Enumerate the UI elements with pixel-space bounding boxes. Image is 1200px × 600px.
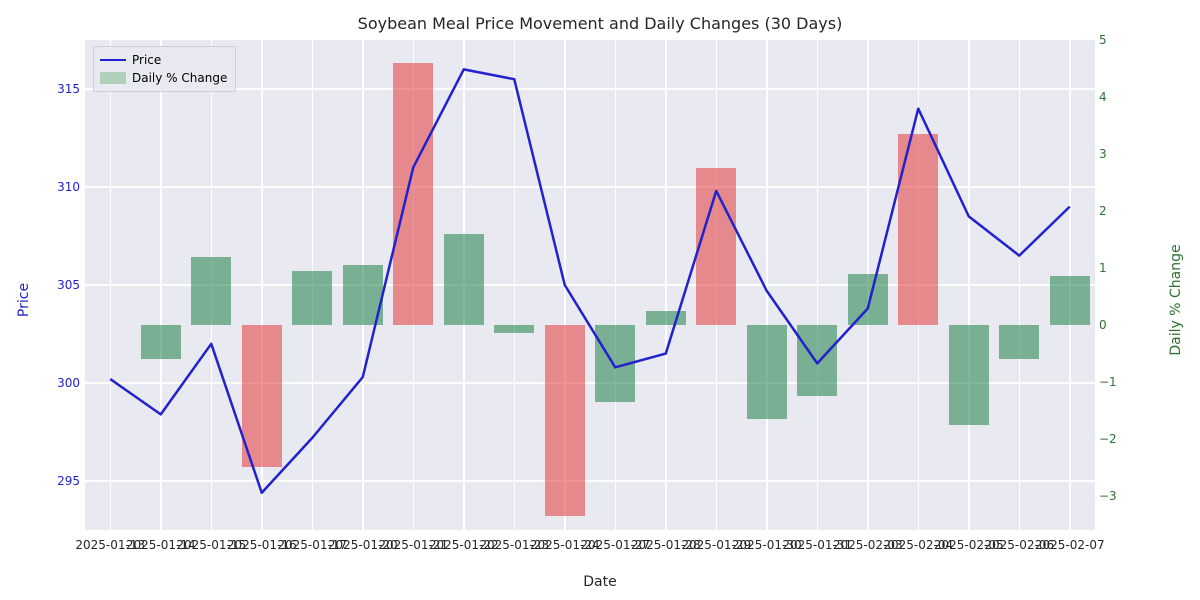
y2-tick-label: 0 <box>1099 318 1133 332</box>
line-layer <box>85 40 1095 530</box>
chart-container: Soybean Meal Price Movement and Daily Ch… <box>0 0 1200 600</box>
legend-swatch-line <box>100 59 126 62</box>
y2-axis-label: Daily % Change <box>1168 244 1184 355</box>
y2-tick-label: 2 <box>1099 204 1133 218</box>
y2-tick-label: −1 <box>1099 375 1133 389</box>
y2-tick-label: 1 <box>1099 261 1133 275</box>
y1-tick-label: 310 <box>40 180 80 194</box>
y1-tick-label: 315 <box>40 82 80 96</box>
plot-area: Price Daily % Change 295300305310315−3−2… <box>85 40 1095 530</box>
x-axis-label: Date <box>0 574 1200 590</box>
legend-label-change: Daily % Change <box>132 71 227 85</box>
y2-tick-label: 5 <box>1099 33 1133 47</box>
legend-swatch-bar <box>100 72 126 84</box>
price-line <box>110 69 1070 492</box>
y2-tick-label: −2 <box>1099 432 1133 446</box>
legend-label-price: Price <box>132 53 161 67</box>
legend-item-change: Daily % Change <box>100 69 227 87</box>
legend-item-price: Price <box>100 51 227 69</box>
y1-axis-label: Price <box>16 283 32 317</box>
y2-tick-label: −3 <box>1099 489 1133 503</box>
y1-tick-label: 305 <box>40 278 80 292</box>
legend: Price Daily % Change <box>93 46 236 92</box>
y1-tick-label: 300 <box>40 376 80 390</box>
chart-title: Soybean Meal Price Movement and Daily Ch… <box>0 14 1200 33</box>
y1-tick-label: 295 <box>40 474 80 488</box>
y2-tick-label: 4 <box>1099 90 1133 104</box>
y2-tick-label: 3 <box>1099 147 1133 161</box>
x-tick-label: 2025-02-07 <box>1035 538 1105 552</box>
